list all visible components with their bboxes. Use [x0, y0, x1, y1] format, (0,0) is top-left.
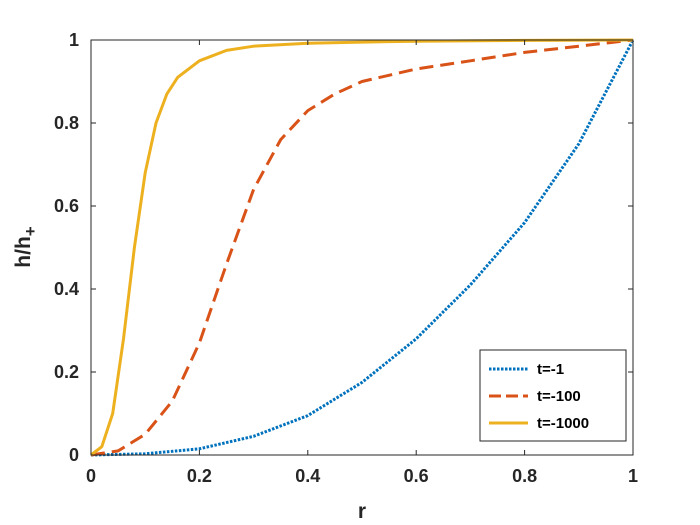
- x-tick-label: 0.6: [404, 466, 429, 486]
- legend-label-1: t=-1: [537, 361, 564, 378]
- y-tick-label: 0.6: [54, 196, 79, 216]
- x-axis-label: r: [358, 500, 366, 523]
- series-line-1: [90, 39, 635, 457]
- y-tick-label: 0.4: [54, 279, 79, 299]
- y-axis-label-subscript: +: [21, 226, 40, 236]
- legend-label-3: t=-1000: [537, 415, 589, 432]
- legend-box: [479, 349, 627, 442]
- series-line-3: [90, 38, 634, 457]
- legend-label-2: t=-100: [537, 388, 581, 405]
- tick-labels-layer: 0 0.2 0.4 0.6 0.8 1 0 0.2 0.4 0.6 0.8 1: [54, 30, 638, 486]
- legend: t=-1 t=-100 t=-1000: [479, 349, 627, 442]
- y-axis-label-main: h/h: [12, 236, 35, 268]
- y-tick-label: 1: [69, 30, 79, 50]
- ticks-layer: [90, 39, 634, 456]
- y-axis-label: h/h+: [12, 226, 40, 268]
- plot-frame: [90, 39, 634, 456]
- x-tick-label: 0.8: [512, 466, 537, 486]
- x-tick-label: 0.2: [187, 466, 212, 486]
- series-layer: [90, 38, 635, 457]
- y-tick-label: 0.2: [54, 362, 79, 382]
- x-tick-label: 0.4: [295, 466, 320, 486]
- x-tick-label: 0: [86, 466, 96, 486]
- y-tick-label: 0.8: [54, 113, 79, 133]
- series-line-2: [90, 38, 634, 457]
- y-tick-label: 0: [69, 445, 79, 465]
- x-tick-label: 1: [628, 466, 638, 486]
